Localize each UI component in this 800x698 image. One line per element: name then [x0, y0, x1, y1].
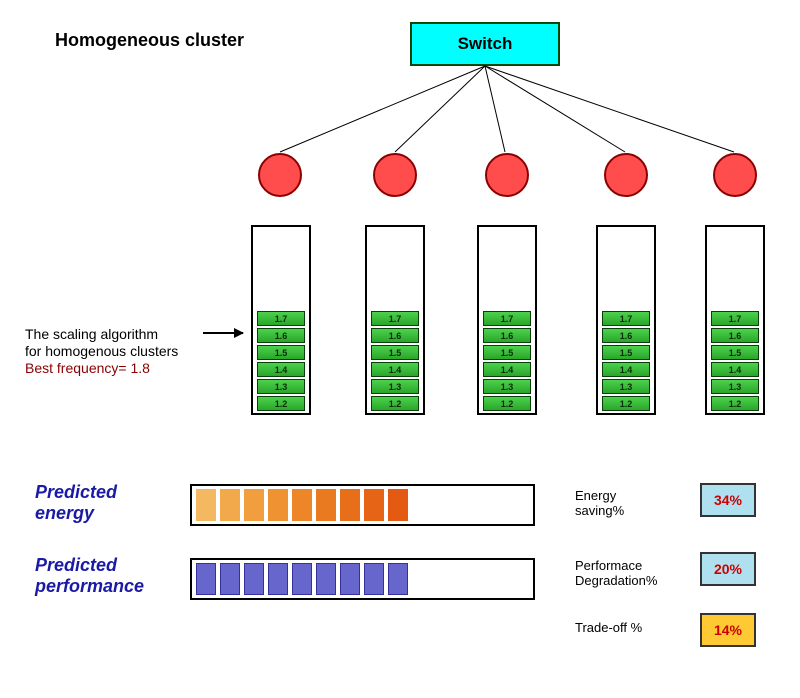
perf-segment: [220, 563, 240, 595]
predicted-energy-label: Predictedenergy: [35, 482, 117, 524]
freq-cell: 1.6: [711, 328, 759, 343]
frequency-bar: 1.7 1.6 1.5 1.4 1.3 1.2: [477, 225, 537, 415]
annot-line2: for homogenous clusters: [25, 343, 178, 360]
perf-segment: [268, 563, 288, 595]
freq-cell: 1.3: [371, 379, 419, 394]
tradeoff-value: 14%: [714, 622, 742, 638]
diagram-title: Homogeneous cluster: [55, 30, 244, 51]
frequency-bar: 1.7 1.6 1.5 1.4 1.3 1.2: [365, 225, 425, 415]
freq-cell: 1.3: [257, 379, 305, 394]
energy-segment: [220, 489, 240, 521]
freq-cell: 1.5: [257, 345, 305, 360]
annot-best-freq: Best frequency= 1.8: [25, 360, 178, 377]
freq-cell: 1.7: [483, 311, 531, 326]
freq-cell: 1.4: [602, 362, 650, 377]
energy-segment: [292, 489, 312, 521]
freq-cell: 1.4: [711, 362, 759, 377]
best-freq-label: Best frequency=: [25, 360, 127, 376]
energy-saving-label: Energysaving%: [575, 488, 624, 518]
perf-segment: [388, 563, 408, 595]
predicted-energy-bar: [190, 484, 535, 526]
energy-segment: [340, 489, 360, 521]
frequency-bar: 1.7 1.6 1.5 1.4 1.3 1.2: [705, 225, 765, 415]
freq-cell: 1.6: [602, 328, 650, 343]
perf-segment: [316, 563, 336, 595]
freq-cell: 1.4: [257, 362, 305, 377]
energy-segment: [268, 489, 288, 521]
predicted-performance-bar: [190, 558, 535, 600]
perf-segment: [364, 563, 384, 595]
best-freq-value: 1.8: [130, 360, 149, 376]
freq-cell: 1.7: [602, 311, 650, 326]
energy-segment: [244, 489, 264, 521]
freq-cell: 1.5: [711, 345, 759, 360]
freq-cell: 1.5: [371, 345, 419, 360]
energy-segment: [364, 489, 384, 521]
perf-segment: [292, 563, 312, 595]
tradeoff-label: Trade-off %: [575, 620, 642, 635]
perf-degradation-label: PerformaceDegradation%: [575, 558, 657, 588]
freq-cell: 1.2: [602, 396, 650, 411]
freq-cell: 1.6: [371, 328, 419, 343]
annotation-arrow-icon: [203, 332, 243, 334]
freq-cell: 1.4: [483, 362, 531, 377]
freq-cell: 1.2: [483, 396, 531, 411]
node-circle: [604, 153, 648, 197]
freq-cell: 1.3: [711, 379, 759, 394]
annot-line1: The scaling algorithm: [25, 326, 178, 343]
frequency-bar: 1.7 1.6 1.5 1.4 1.3 1.2: [251, 225, 311, 415]
node-circle: [373, 153, 417, 197]
freq-cell: 1.7: [257, 311, 305, 326]
switch-box: Switch: [410, 22, 560, 66]
freq-cell: 1.6: [483, 328, 531, 343]
freq-cell: 1.3: [483, 379, 531, 394]
energy-segment: [388, 489, 408, 521]
energy-saving-value: 34%: [714, 492, 742, 508]
node-circle: [485, 153, 529, 197]
predicted-performance-label: Predictedperformance: [35, 555, 144, 597]
tradeoff-box: 14%: [700, 613, 756, 647]
perf-degradation-box: 20%: [700, 552, 756, 586]
energy-segment: [196, 489, 216, 521]
perf-segment: [196, 563, 216, 595]
perf-degradation-value: 20%: [714, 561, 742, 577]
freq-cell: 1.2: [257, 396, 305, 411]
diagram-canvas: Homogeneous cluster Switch 1.71.61.51.41…: [0, 0, 800, 698]
freq-cell: 1.3: [602, 379, 650, 394]
freq-cell: 1.4: [371, 362, 419, 377]
perf-segment: [340, 563, 360, 595]
freq-cell: 1.6: [257, 328, 305, 343]
freq-cell: 1.5: [602, 345, 650, 360]
frequency-bar: 1.7 1.6 1.5 1.4 1.3 1.2: [596, 225, 656, 415]
energy-segment: [316, 489, 336, 521]
freq-cell: 1.2: [711, 396, 759, 411]
node-circle: [713, 153, 757, 197]
algorithm-annotation: The scaling algorithm for homogenous clu…: [25, 326, 178, 377]
switch-label: Switch: [458, 34, 513, 54]
freq-cell: 1.7: [371, 311, 419, 326]
freq-cell: 1.7: [711, 311, 759, 326]
freq-cell: 1.5: [483, 345, 531, 360]
perf-segment: [244, 563, 264, 595]
node-circle: [258, 153, 302, 197]
energy-saving-box: 34%: [700, 483, 756, 517]
freq-cell: 1.2: [371, 396, 419, 411]
